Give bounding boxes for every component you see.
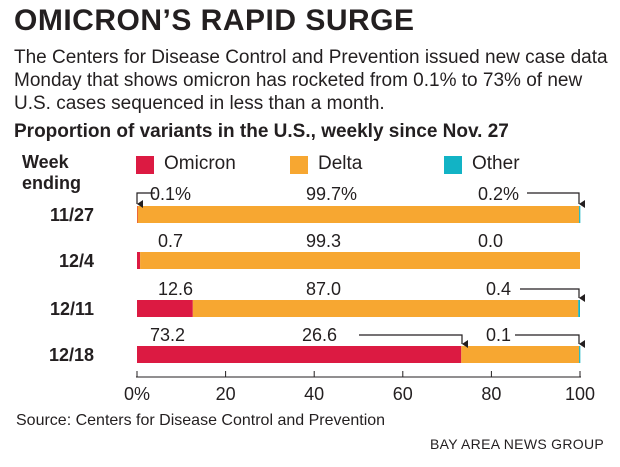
- category-label-11-27: 11/27: [50, 205, 94, 225]
- source-note: Source: Centers for Disease Control and …: [16, 412, 386, 429]
- bar-other-11-27: [579, 206, 581, 223]
- value-label-other-12-11: 0.4: [486, 279, 511, 299]
- bar-omicron-12-11: [137, 300, 193, 317]
- bar-omicron-12-4: [137, 252, 141, 269]
- category-label-12-18: 12/18: [49, 345, 94, 365]
- x-tick-label-80: 80: [481, 384, 501, 404]
- chart-title: Proportion of variants in the U.S., week…: [14, 121, 509, 142]
- value-label-other-12-18: 0.1: [486, 325, 511, 345]
- leader-other-12-18: [515, 334, 585, 348]
- value-label-omicron-11-27: 0.1%: [150, 184, 191, 204]
- legend-label-delta: Delta: [318, 153, 363, 174]
- value-label-omicron-12-11: 12.6: [158, 279, 193, 299]
- category-label-12-11: 12/11: [50, 299, 94, 319]
- category-axis-label: Week ending: [22, 152, 81, 194]
- bar-delta-11-27: [137, 206, 580, 223]
- category-label-12-4: 12/4: [59, 251, 94, 271]
- leader-omicron-11-27: [136, 192, 155, 208]
- value-label-omicron-12-18: 73.2: [150, 325, 185, 345]
- dek-text: The Centers for Disease Control and Prev…: [14, 47, 608, 114]
- category-axis-label-line2: ending: [22, 173, 81, 193]
- value-label-delta-12-4: 99.3: [306, 231, 341, 251]
- legend-swatch-other: [444, 156, 462, 174]
- value-label-delta-11-27: 99.7%: [306, 184, 357, 204]
- value-label-delta-12-11: 87.0: [306, 279, 341, 299]
- category-axis-label-line1: Week: [22, 152, 69, 172]
- bar-other-12-18: [579, 346, 581, 363]
- value-label-delta-12-18: 26.6: [302, 325, 337, 345]
- leader-other-11-27: [527, 192, 585, 208]
- x-tick-label-100: 100: [565, 384, 595, 404]
- bar-delta-12-18: [461, 346, 580, 363]
- bar-delta-12-4: [140, 252, 580, 269]
- legend-swatch-omicron: [136, 156, 154, 174]
- leader-other-12-11: [520, 288, 585, 302]
- headline: OMICRON’S RAPID SURGE: [14, 4, 415, 37]
- leader-delta-12-18: [359, 334, 468, 348]
- legend-swatch-delta: [290, 156, 308, 174]
- value-label-omicron-12-4: 0.7: [158, 231, 183, 251]
- x-tick-label-20: 20: [216, 384, 236, 404]
- value-label-other-11-27: 0.2%: [478, 184, 519, 204]
- bar-delta-12-11: [192, 300, 579, 317]
- value-label-other-12-4: 0.0: [478, 231, 503, 251]
- legend-label-omicron: Omicron: [164, 153, 236, 174]
- x-tick-label-40: 40: [304, 384, 324, 404]
- bar-omicron-12-18: [137, 346, 462, 363]
- credit: BAY AREA NEWS GROUP: [429, 436, 604, 452]
- legend-label-other: Other: [472, 153, 520, 174]
- x-tick-label-60: 60: [393, 384, 413, 404]
- bar-other-12-11: [578, 300, 580, 317]
- x-tick-label-0: 0%: [124, 384, 150, 404]
